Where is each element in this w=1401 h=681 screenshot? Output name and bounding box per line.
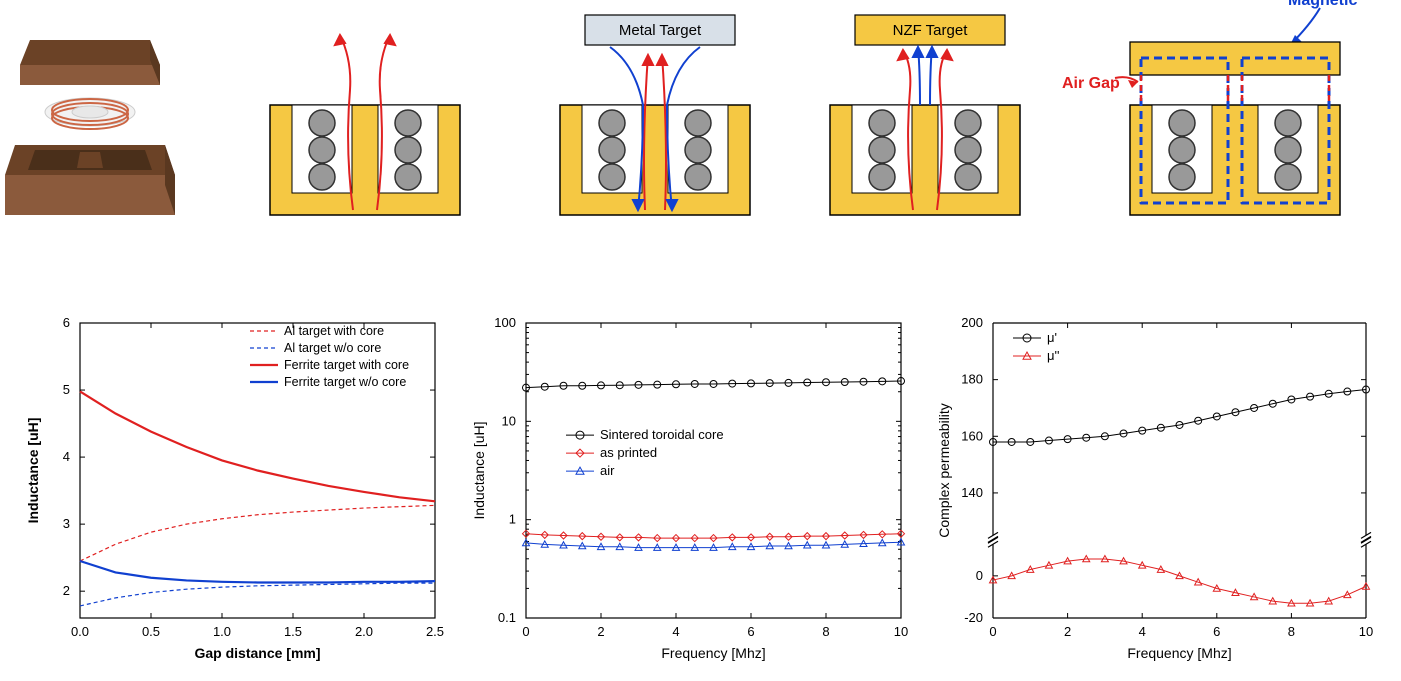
chart-inductance-vs-gap: 0.0 0.5 1.0 1.5 2.0 2.5 2 3 4 5 6 Gap distance [mm]… xyxy=(20,308,450,668)
chart-permeability-vs-freq: 0 2 4 6 8 10 -20 0 140 160 180 200 Frequency [Mhz] Co… xyxy=(931,308,1381,668)
svg-text:0: 0 xyxy=(989,624,996,639)
svg-text:160: 160 xyxy=(961,428,983,443)
svg-text:200: 200 xyxy=(961,315,983,330)
svg-text:6: 6 xyxy=(63,315,70,330)
svg-text:4: 4 xyxy=(63,449,70,464)
svg-text:1.5: 1.5 xyxy=(284,624,302,639)
svg-text:10: 10 xyxy=(501,413,515,428)
svg-text:5: 5 xyxy=(63,382,70,397)
svg-text:Frequency [Mhz]: Frequency [Mhz] xyxy=(661,645,765,661)
diagram-open-flux xyxy=(250,10,480,220)
svg-text:2: 2 xyxy=(597,624,604,639)
diagram-magnetic-path: Magnetic path Air Gap xyxy=(1060,0,1360,220)
metal-target-label: Metal Target xyxy=(619,22,702,39)
svg-text:10: 10 xyxy=(893,624,907,639)
svg-text:0: 0 xyxy=(976,568,983,583)
air-gap-label: Air Gap xyxy=(1062,75,1120,92)
svg-text:8: 8 xyxy=(822,624,829,639)
svg-text:100: 100 xyxy=(494,315,516,330)
svg-text:4: 4 xyxy=(672,624,679,639)
svg-text:140: 140 xyxy=(961,485,983,500)
svg-text:0.0: 0.0 xyxy=(71,624,89,639)
svg-text:as printed: as printed xyxy=(600,445,657,460)
svg-text:2.0: 2.0 xyxy=(355,624,373,639)
diagram-nzf-target: NZF Target xyxy=(800,10,1050,220)
svg-text:0.5: 0.5 xyxy=(142,624,160,639)
svg-text:1: 1 xyxy=(508,512,515,527)
svg-text:Complex permeability: Complex permeability xyxy=(936,403,952,538)
svg-text:Al target with core: Al target with core xyxy=(284,324,384,338)
svg-text:air: air xyxy=(600,463,615,478)
svg-text:180: 180 xyxy=(961,372,983,387)
svg-text:10: 10 xyxy=(1359,624,1373,639)
svg-text:4: 4 xyxy=(1139,624,1146,639)
svg-text:8: 8 xyxy=(1288,624,1295,639)
svg-text:0: 0 xyxy=(522,624,529,639)
diagram-row: Metal Target xyxy=(0,10,1401,225)
pot-core-section xyxy=(270,105,460,215)
svg-text:Gap distance [mm]: Gap distance [mm] xyxy=(194,645,320,661)
svg-text:2: 2 xyxy=(63,583,70,598)
svg-text:Ferrite target with core: Ferrite target with core xyxy=(284,358,409,372)
svg-text:Inductance [uH]: Inductance [uH] xyxy=(25,418,41,524)
svg-text:Frequency [Mhz]: Frequency [Mhz] xyxy=(1127,645,1231,661)
diagram-metal-target: Metal Target xyxy=(530,10,780,220)
svg-text:Al target w/o core: Al target w/o core xyxy=(284,341,381,355)
charts-row: 0.0 0.5 1.0 1.5 2.0 2.5 2 3 4 5 6 Gap distance [mm]… xyxy=(0,308,1401,668)
svg-text:0.1: 0.1 xyxy=(497,610,515,625)
svg-text:μ': μ' xyxy=(1047,330,1057,345)
magnetic-path-label: Magnetic path xyxy=(1288,0,1360,9)
svg-text:Inductance [uH]: Inductance [uH] xyxy=(471,421,487,519)
svg-text:2.5: 2.5 xyxy=(426,624,444,639)
svg-text:-20: -20 xyxy=(964,610,983,625)
diagram-3d-core xyxy=(0,10,180,220)
svg-text:Sintered toroidal core: Sintered toroidal core xyxy=(600,427,724,442)
nzf-target-label: NZF Target xyxy=(893,22,969,39)
svg-text:2: 2 xyxy=(1064,624,1071,639)
svg-text:6: 6 xyxy=(747,624,754,639)
chart-inductance-vs-freq: 0 2 4 6 8 10 0.1 1 10 100 Frequency [Mhz] Inductanc… xyxy=(466,308,916,668)
svg-text:μ'': μ'' xyxy=(1047,348,1059,363)
svg-text:3: 3 xyxy=(63,516,70,531)
svg-text:6: 6 xyxy=(1213,624,1220,639)
svg-text:Ferrite target w/o core: Ferrite target w/o core xyxy=(284,375,406,389)
svg-text:1.0: 1.0 xyxy=(213,624,231,639)
